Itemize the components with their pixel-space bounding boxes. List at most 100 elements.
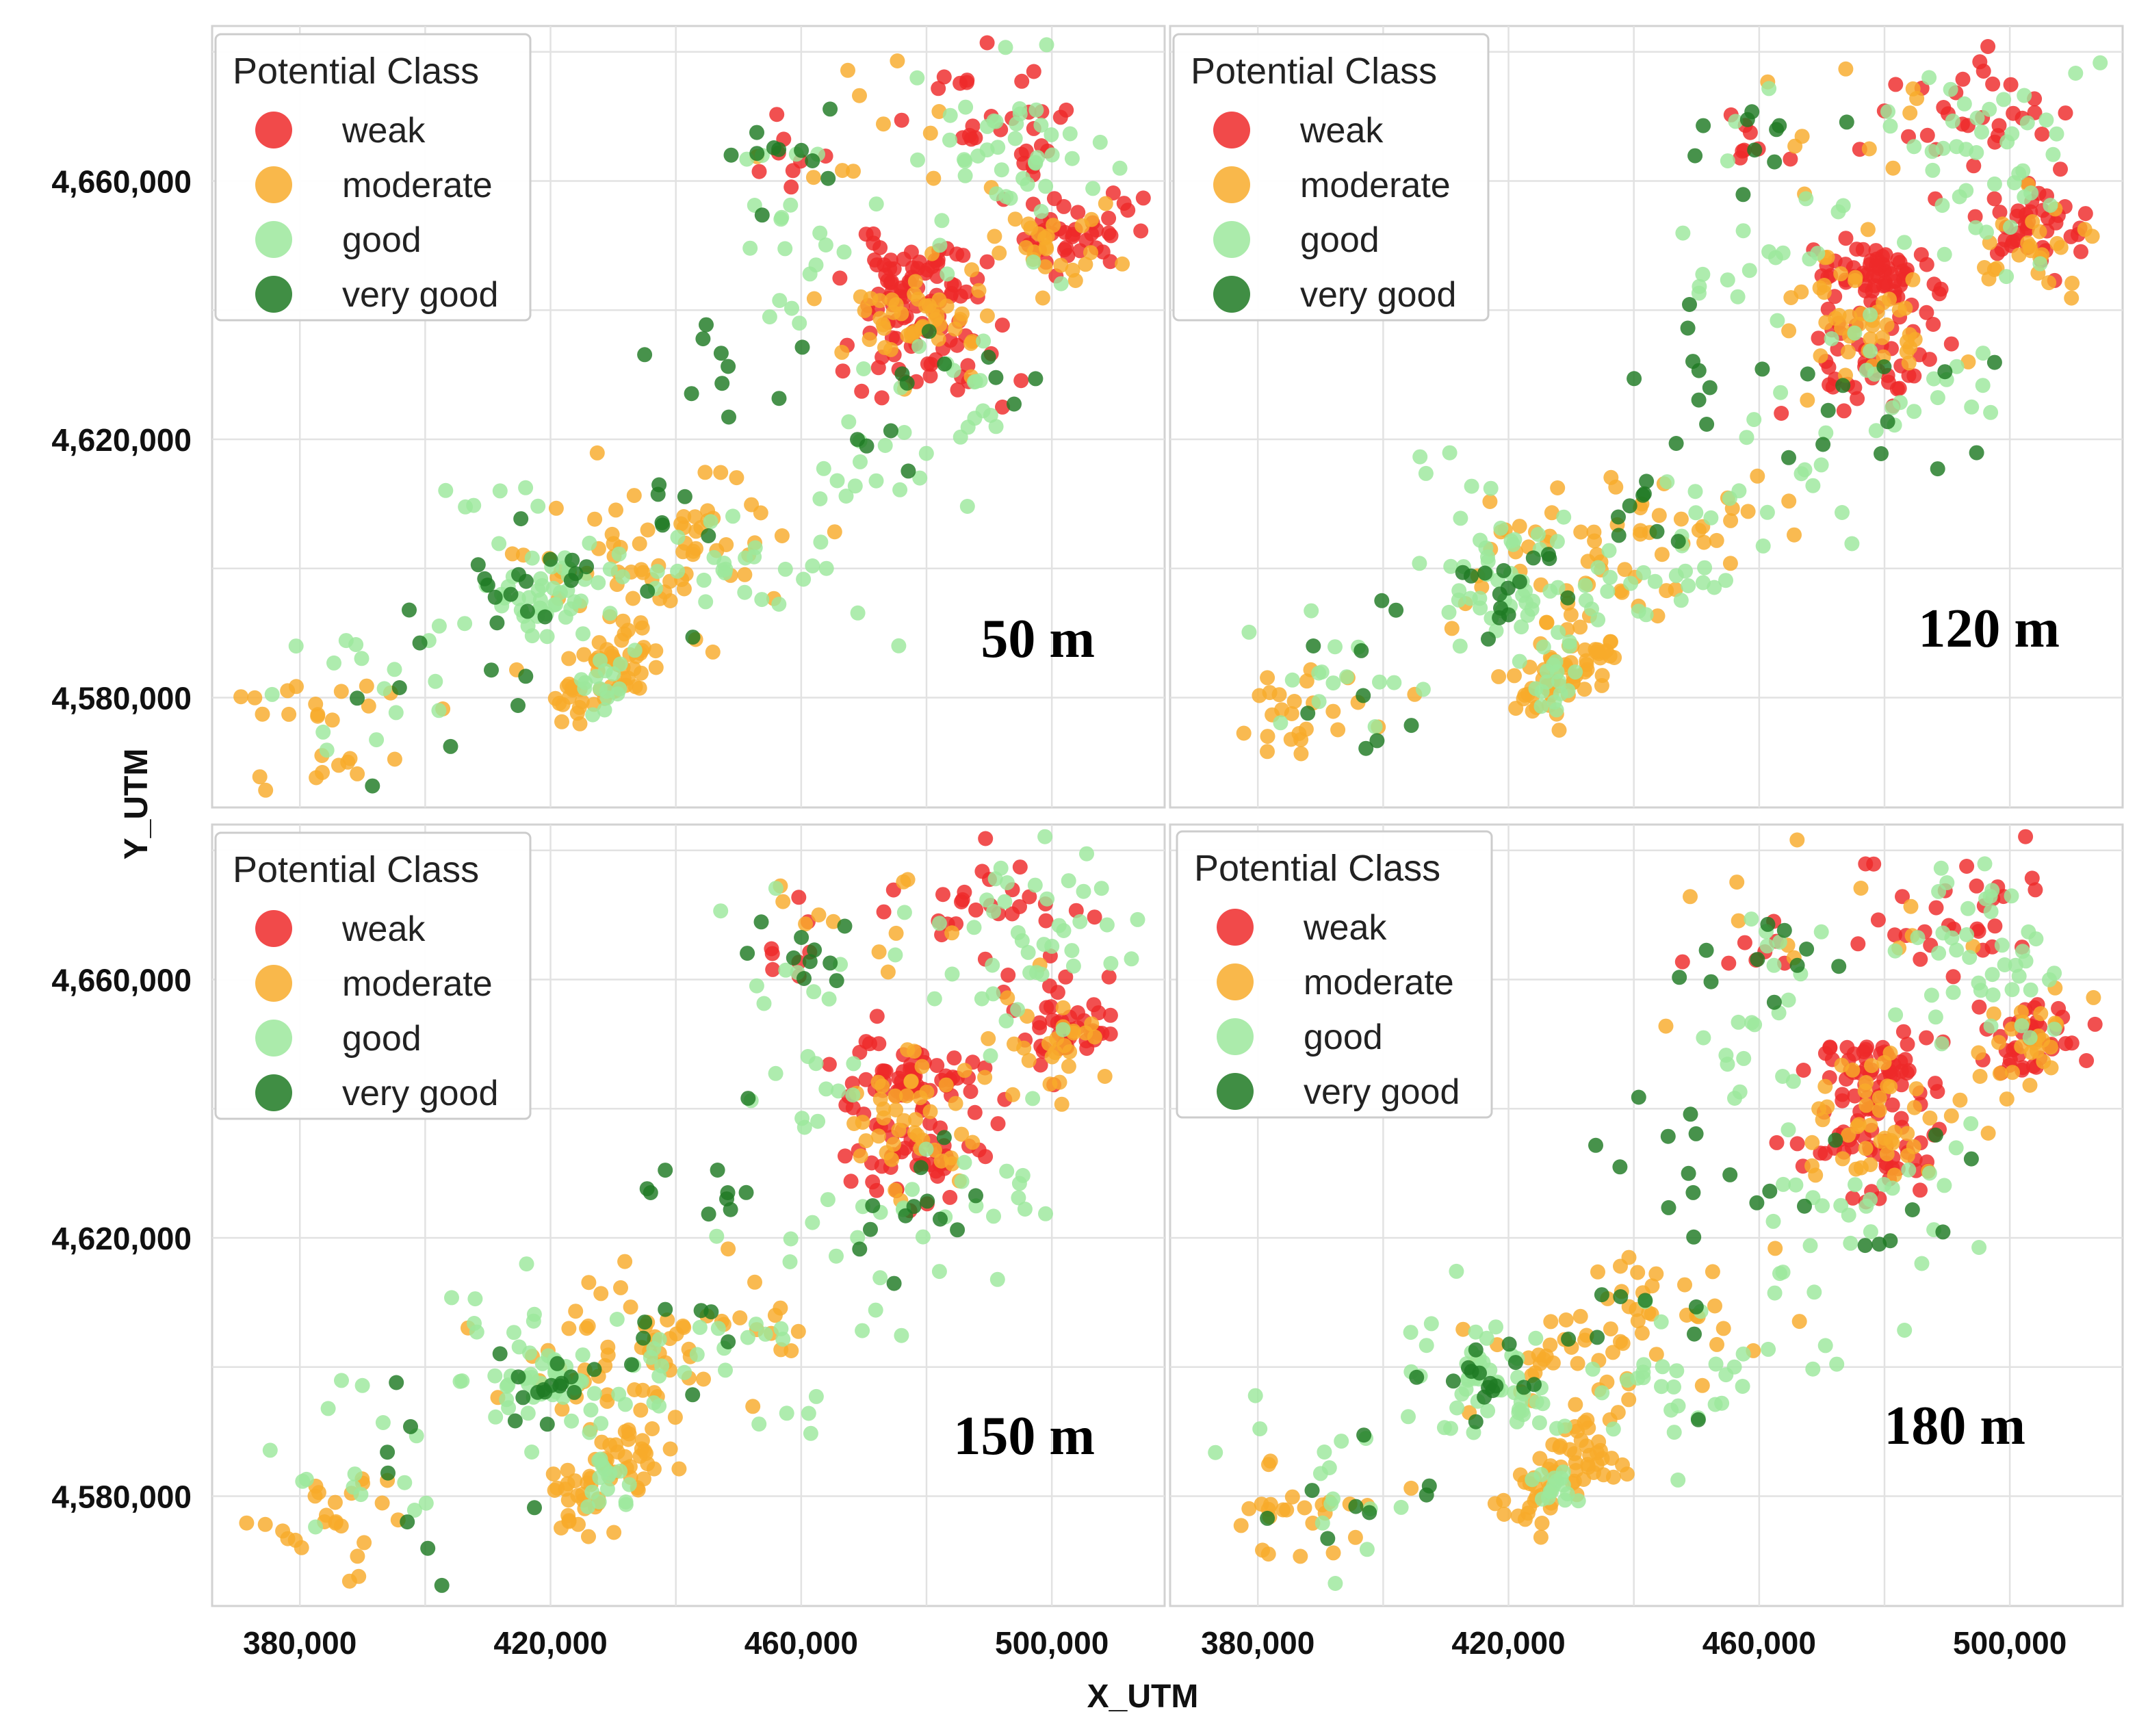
point-moderate [1648,1266,1664,1282]
point-good [1910,930,1926,946]
point-moderate [737,567,753,582]
point-weak [1079,1041,1095,1057]
point-moderate [1563,607,1579,623]
point-very-good [654,515,670,530]
point-good [718,1362,733,1378]
point-good [1999,134,2015,150]
point-moderate [2023,1045,2039,1061]
point-good [1718,1048,1734,1063]
legend-title: Potential Class [233,849,479,890]
point-moderate [1901,355,1917,371]
point-weak [1850,936,1866,952]
point-moderate [275,1523,291,1539]
point-very-good [1750,952,1765,968]
point-moderate [790,1323,806,1339]
point-good [597,663,613,679]
point-good [1935,140,1951,156]
point-weak [1870,912,1886,928]
point-good [1986,176,2002,192]
point-moderate [1078,257,1093,272]
point-good [1443,1421,1458,1436]
point-very-good [1703,974,1719,989]
point-good [1412,556,1427,571]
point-good [872,1270,888,1286]
point-good [845,1087,861,1103]
point-weak [895,283,911,298]
point-good [406,1503,422,1518]
point-very-good [658,1301,673,1317]
point-very-good [1304,1483,1320,1499]
point-very-good [1876,359,1892,374]
point-moderate [350,1549,365,1564]
point-weak [1087,909,1102,925]
point-good [915,1229,931,1245]
point-very-good [515,1390,531,1405]
point-good [593,1416,609,1431]
point-good [1044,938,1060,954]
point-very-good [586,1362,602,1377]
point-very-good [1445,1373,1461,1389]
point-very-good [883,423,898,439]
point-good [805,558,820,573]
point-weak [931,81,946,96]
point-good [1325,675,1341,691]
point-very-good [518,669,534,684]
point-good [868,1302,883,1318]
point-good [1055,1022,1071,1037]
point-weak [2003,77,2019,92]
point-good [353,1487,369,1503]
point-good [888,947,903,963]
point-moderate [1553,1438,1568,1453]
point-very-good [1477,1389,1492,1405]
point-moderate [1817,1078,1833,1094]
point-moderate [1474,580,1490,595]
point-moderate [600,1339,616,1355]
point-good [1931,883,1947,899]
point-weak [1856,1044,1871,1059]
point-moderate [2022,238,2038,254]
point-very-good [950,1222,966,1238]
point-good [1681,578,1696,593]
point-good [2004,982,2020,998]
point-weak [1847,380,1863,396]
point-weak [1733,150,1748,166]
point-weak [967,1104,983,1120]
point-moderate [1286,694,1302,709]
point-good [1973,983,1989,998]
point-very-good [365,778,380,794]
point-moderate [1598,643,1614,658]
point-moderate [640,522,656,538]
point-very-good [1781,450,1796,465]
point-weak [995,399,1010,415]
point-good [1996,92,2012,107]
point-moderate [1858,1098,1874,1113]
point-moderate [696,1371,711,1387]
point-very-good [484,662,499,678]
point-good [1707,1397,1723,1412]
point-good [1605,1421,1621,1437]
point-good [850,605,866,621]
point-good [998,189,1014,205]
point-weak [1932,286,1947,302]
point-moderate [964,262,980,278]
point-very-good [1687,1326,1702,1342]
point-good [896,425,912,440]
point-good [986,904,1001,919]
point-moderate [1900,1148,1915,1163]
point-moderate [1908,1081,1924,1097]
point-moderate [1558,1312,1574,1327]
point-very-good [1481,631,1496,647]
point-moderate [1831,308,1847,323]
point-weak [1868,243,1884,259]
point-good [757,1326,773,1342]
legend-label-moderate: moderate [342,166,493,205]
point-good [1562,638,1577,654]
point-moderate [1980,1126,1996,1141]
point-weak [1919,127,1935,143]
point-moderate [1551,723,1567,738]
point-moderate [1594,677,1609,693]
point-good [841,414,857,430]
point-moderate [671,1461,687,1477]
point-moderate [1605,1345,1620,1360]
point-very-good [434,1577,450,1593]
